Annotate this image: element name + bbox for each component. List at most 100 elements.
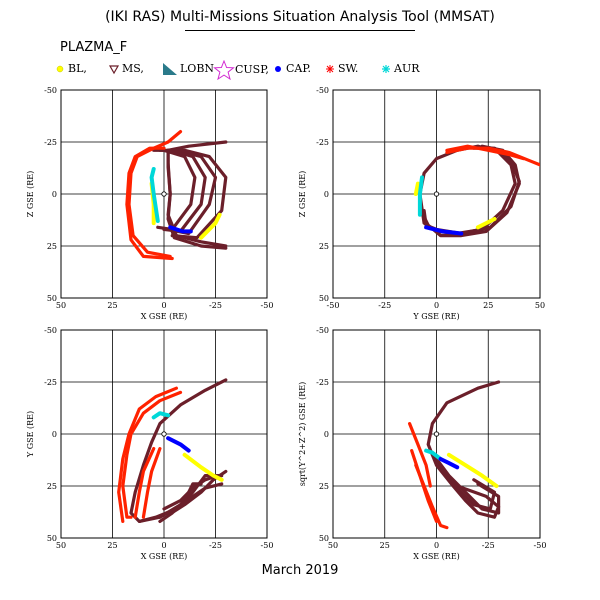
y-tick-label: 25 <box>47 482 57 491</box>
legend-marker-ms <box>108 65 120 75</box>
plot-xy: 50 25 0 -25 -50 -50 -25 0 25 50 X GSE (RE) Y GSE (R… <box>26 326 273 561</box>
orbit-series-solarwind <box>408 422 432 488</box>
orbit-series-msheath <box>166 148 228 248</box>
orbit-series-boundary <box>475 217 497 230</box>
x-axis-label: X GSE (RE) <box>141 312 188 321</box>
orbit-series-boundary <box>446 452 499 488</box>
y-tick-label: 0 <box>324 430 329 439</box>
x-tick-label: 50 <box>328 541 338 550</box>
y-axis-label: Z GSE (RE) <box>26 171 35 217</box>
x-tick-label: -50 <box>327 301 340 310</box>
orbit-series-aurora <box>424 448 443 461</box>
x-tick-label: 25 <box>107 301 117 310</box>
x-tick-label: 0 <box>161 301 166 310</box>
orbit-series-solarwind <box>141 447 162 519</box>
date-label: March 2019 <box>261 563 339 578</box>
x-tick-label: 0 <box>434 301 439 310</box>
series-group <box>408 380 501 530</box>
x-tick-label: 25 <box>380 541 390 550</box>
y-axis-label: Z GSE (RE) <box>298 171 307 217</box>
orbit-series-solarwind <box>133 447 156 519</box>
y-tick-label: 25 <box>319 242 329 251</box>
x-tick-label: 50 <box>56 541 66 550</box>
legend-label-bl: BL, <box>68 62 87 75</box>
x-tick-label: 25 <box>483 301 493 310</box>
orbit-series-boundary <box>182 452 224 482</box>
legend-item-cusp: CUSP, <box>213 59 269 81</box>
y-tick-label: 50 <box>47 534 57 543</box>
earth-origin-marker <box>161 191 167 197</box>
x-axis-label: Y GSE (RE) <box>412 312 459 321</box>
orbit-series-msheath <box>430 453 497 511</box>
legend-marker-aur <box>382 65 390 73</box>
orbit-series-msheath <box>166 148 228 240</box>
x-tick-label: 50 <box>535 301 545 310</box>
series-group <box>117 378 228 523</box>
x-tick-label: -50 <box>534 541 547 550</box>
dataset-label: PLAZMA_F <box>60 40 128 55</box>
orbit-series-polarcap <box>438 457 460 470</box>
legend-label-ms: MS, <box>122 62 144 75</box>
legend-item-lobn: LOBN <box>160 60 214 78</box>
legend-label-cap: CAP. <box>286 62 312 75</box>
y-tick-label: 50 <box>319 294 329 303</box>
x-tick-label: -50 <box>261 301 274 310</box>
legend-marker-cap <box>275 66 281 72</box>
legend-item-sw: SW. <box>322 60 358 78</box>
orbit-series-boundary <box>413 181 420 196</box>
chart-title: (IKI RAS) Multi-Missions Situation Analy… <box>105 9 495 25</box>
x-tick-label: 25 <box>107 541 117 550</box>
x-tick-label: -25 <box>209 301 222 310</box>
x-tick-label: 50 <box>56 301 66 310</box>
y-tick-label: -50 <box>316 86 329 95</box>
legend-item-aur: AUR <box>378 60 420 78</box>
legend-item-ms: MS, <box>106 60 144 78</box>
title-underline <box>185 30 415 31</box>
y-tick-label: 50 <box>319 534 329 543</box>
x-tick-label: -50 <box>261 541 274 550</box>
y-tick-label: 25 <box>47 242 57 251</box>
plot-x-sqrt: 50 25 0 -25 -50 -50 -25 0 25 50 X GSE (RE) sqrt(Y^2… <box>298 326 546 561</box>
legend-label-lobn: LOBN <box>180 62 215 75</box>
orbit-series-solarwind <box>117 386 178 523</box>
y-axis-label: Y GSE (RE) <box>26 411 35 458</box>
x-axis-label: X GSE (RE) <box>141 552 188 561</box>
y-tick-label: -25 <box>44 138 57 147</box>
orbit-series-solarwind <box>445 146 540 167</box>
plot-xz: 50 25 0 -25 -50 -50 -25 0 25 50 X GSE (RE) Z GSE (R… <box>26 86 273 321</box>
legend-label-aur: AUR <box>394 62 420 75</box>
earth-origin-marker <box>433 191 440 197</box>
x-tick-label: -25 <box>378 301 391 310</box>
y-tick-label: -50 <box>44 326 57 335</box>
orbit-series-aurora <box>417 175 424 217</box>
orbit-series-solarwind <box>127 130 183 258</box>
x-tick-label: 0 <box>161 541 166 550</box>
orbit-series-polarcap <box>168 225 193 234</box>
legend-label-cusp: CUSP, <box>235 63 269 76</box>
legend-marker-sw <box>326 65 334 73</box>
orbit-series-msheath <box>162 474 220 511</box>
orbit-series-solarwind <box>121 390 183 519</box>
y-tick-label: 50 <box>47 294 57 303</box>
y-tick-label: -25 <box>44 378 57 387</box>
orbit-series-aurora <box>149 167 160 223</box>
y-tick-label: 0 <box>324 190 329 199</box>
legend-marker-lobn <box>163 63 177 75</box>
orbit-series-solarwind <box>125 146 174 261</box>
orbit-series-polarcap <box>166 436 191 453</box>
x-tick-label: -25 <box>482 541 495 550</box>
orbit-series-boundary <box>199 212 222 240</box>
y-tick-label: -25 <box>316 378 329 387</box>
orbit-series-aurora <box>151 411 171 420</box>
legend-label-sw: SW. <box>338 62 359 75</box>
legend-item-bl: BL, <box>52 60 87 78</box>
earth-origin-marker <box>433 431 440 437</box>
y-tick-label: -25 <box>316 138 329 147</box>
orbit-series-msheath <box>426 380 501 519</box>
orbit-series-solarwind <box>410 449 439 523</box>
orbit-series-polarcap <box>424 225 464 236</box>
series-group <box>125 130 228 261</box>
legend-item-cap: CAP. <box>270 60 311 78</box>
